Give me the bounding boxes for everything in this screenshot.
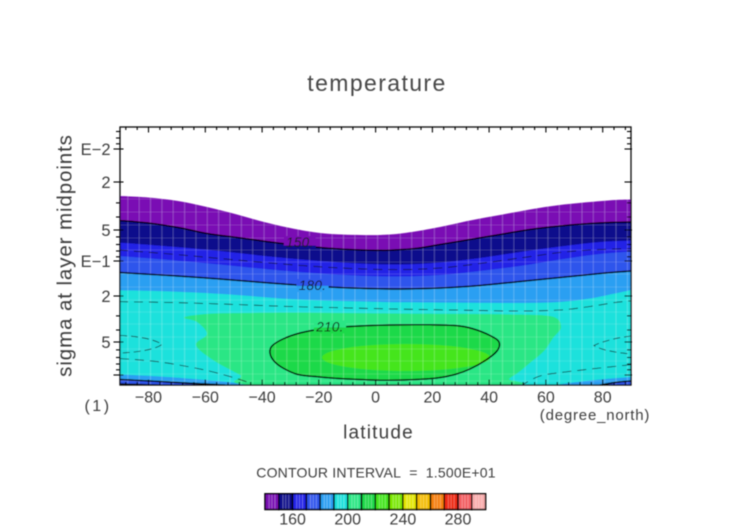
svg-text:latitude: latitude (343, 423, 414, 444)
svg-text:200: 200 (334, 512, 361, 529)
svg-text:−80: −80 (135, 390, 162, 407)
svg-text:280: 280 (445, 512, 472, 529)
svg-text:(1): (1) (84, 398, 111, 415)
svg-text:60: 60 (537, 390, 555, 407)
svg-text:(degree_north): (degree_north) (540, 407, 650, 424)
svg-text:0: 0 (371, 390, 380, 407)
svg-text:80: 80 (594, 390, 612, 407)
svg-text:sigma at layer midpoints: sigma at layer midpoints (54, 134, 77, 377)
svg-text:40: 40 (480, 390, 498, 407)
svg-text:−40: −40 (249, 390, 276, 407)
svg-text:temperature: temperature (307, 70, 446, 96)
svg-text:5: 5 (101, 334, 110, 352)
svg-text:E−1: E−1 (81, 253, 111, 271)
svg-text:−60: −60 (192, 390, 219, 407)
svg-text:210.: 210. (315, 320, 343, 335)
svg-text:160: 160 (279, 512, 306, 529)
svg-text:E−2: E−2 (81, 141, 111, 159)
svg-text:180.: 180. (299, 278, 326, 293)
svg-text:20: 20 (424, 390, 442, 407)
svg-text:240: 240 (390, 512, 417, 529)
svg-text:2: 2 (101, 174, 110, 192)
svg-text:150.: 150. (286, 235, 313, 250)
svg-text:−20: −20 (305, 390, 332, 407)
svg-text:2: 2 (101, 288, 110, 306)
svg-text:5: 5 (101, 222, 110, 240)
svg-text:CONTOUR INTERVAL = 1.500E+01: CONTOUR INTERVAL = 1.500E+01 (256, 465, 495, 481)
